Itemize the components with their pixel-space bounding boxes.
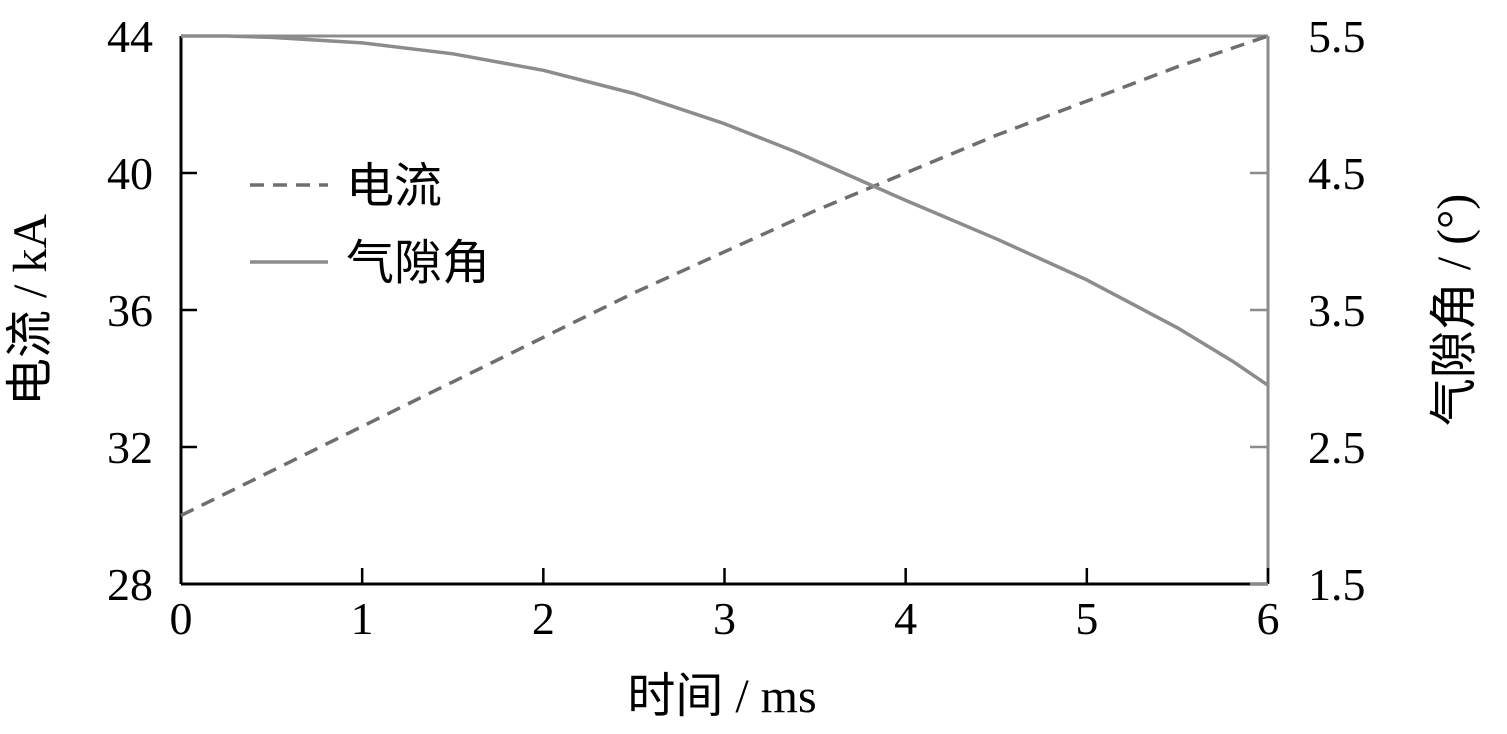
x-tick-label: 6 [1257, 593, 1280, 644]
right-y-tick-label: 5.5 [1308, 11, 1366, 62]
axes [179, 34, 1270, 586]
right-y-axis-ticks: 1.5 2.5 3.5 4.5 5.5 [1250, 11, 1366, 610]
x-axis-ticks: 0 1 2 3 4 5 6 [170, 568, 1280, 644]
x-tick-label: 5 [1075, 593, 1098, 644]
left-y-axis-ticks: 28 32 36 40 44 [107, 11, 197, 610]
right-y-tick-label: 1.5 [1308, 559, 1366, 610]
right-y-axis-title: 气隙角 / (°) [1428, 194, 1481, 427]
series-line-air-gap-angle [181, 34, 1269, 387]
x-tick-label: 1 [351, 593, 374, 644]
series-layer [180, 34, 1269, 518]
left-y-tick-label: 44 [107, 11, 153, 62]
right-y-tick-label: 2.5 [1308, 422, 1366, 473]
right-y-tick-label: 4.5 [1308, 148, 1366, 199]
x-axis-title: 时间 / ms [627, 670, 816, 723]
left-y-tick-label: 28 [107, 559, 153, 610]
left-y-tick-label: 40 [107, 148, 153, 199]
left-y-tick-label: 36 [107, 285, 153, 336]
series-line-current [180, 34, 1269, 518]
left-y-tick-label: 32 [107, 422, 153, 473]
x-tick-label: 0 [170, 593, 193, 644]
left-y-axis-title: 电流 / kA [4, 214, 57, 406]
x-tick-label: 4 [894, 593, 917, 644]
legend-label: 气隙角 [346, 237, 490, 290]
legend-label: 电流 [346, 160, 442, 213]
right-y-tick-label: 3.5 [1308, 285, 1366, 336]
x-tick-label: 2 [532, 593, 555, 644]
x-tick-label: 3 [713, 593, 736, 644]
